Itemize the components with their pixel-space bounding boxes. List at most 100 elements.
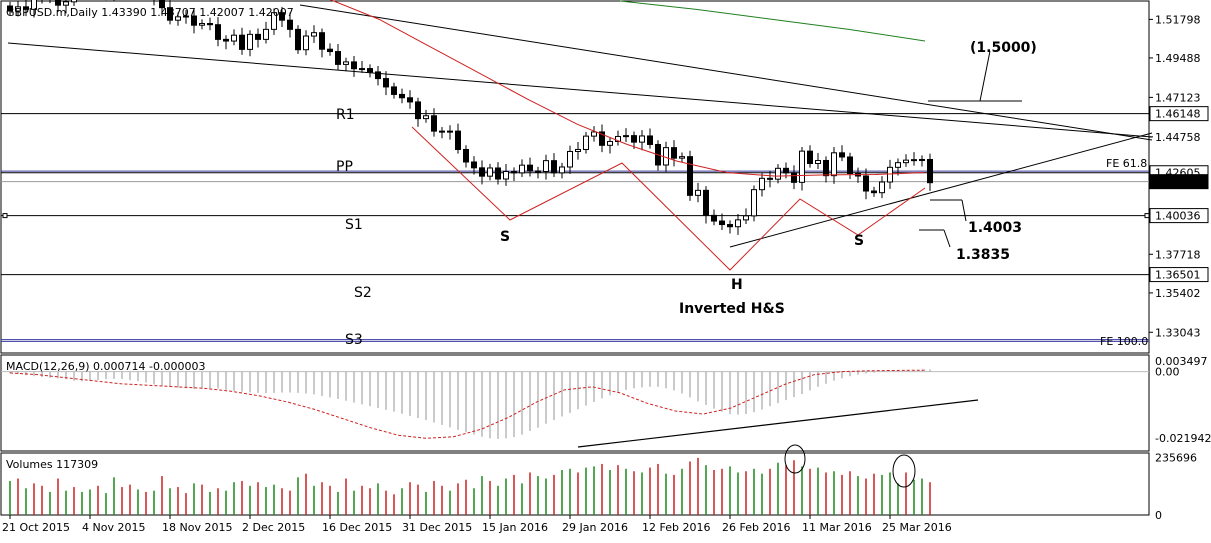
candle-body-97 [783,167,789,174]
price-tick-label-6: 1.33043 [1155,326,1201,339]
time-tick-label-6: 15 Jan 2016 [482,521,548,534]
candle-body-41 [335,51,341,65]
volume-tick-label-0: 235696 [1155,452,1197,465]
panel-frames [0,0,1150,516]
candle-body-8 [71,0,77,3]
candle-body-96 [775,167,781,180]
chart-labels: GBPUSD.m,Daily 1.43390 1.43707 1.42007 1… [6,6,1148,471]
candle-body-99 [799,150,805,183]
candle-body-28 [231,34,237,42]
time-tick-label-9: 26 Feb 2016 [722,521,790,534]
macd-panel [1,369,1149,448]
candle-body-68 [551,160,557,174]
candle-body-54 [439,130,445,133]
candle-body-25 [207,23,213,26]
time-tick-label-8: 12 Feb 2016 [642,521,710,534]
candle-body-33 [271,12,277,30]
candle-body-105 [847,156,853,174]
candle-body-42 [343,61,349,65]
s1-handle-right [1144,213,1150,219]
candle-body-56 [455,130,461,150]
down-trendline-upper [299,4,1153,141]
candle-body-0 [7,5,13,12]
horizontal-levels [1,113,1150,342]
price-tick-label-2: 1.47123 [1155,91,1201,104]
price-highlight-box-3 [1149,208,1209,224]
candle-body-39 [319,32,325,50]
candle-body-93 [751,189,757,217]
candle-body-2 [23,6,29,10]
candle-body-84 [679,156,685,159]
pivot-pp-label: PP [336,159,353,175]
candle-body-104 [839,152,845,158]
price-tick-label-4: 1.37718 [1155,248,1201,261]
fe-61-8-label: FE 61.8 [1106,157,1147,170]
volume-tick-label-1: 0 [1155,509,1162,522]
candle-body-73 [591,131,597,137]
candle-body-55 [447,130,453,133]
time-tick-label-11: 25 Mar 2016 [882,521,952,534]
candle-body-66 [535,170,541,173]
candle-body-79 [639,135,645,143]
candle-body-67 [543,160,549,172]
volume-circle-1 [784,444,806,474]
pivot-s3-label: S3 [345,332,363,348]
macd-label: MACD(12,26,9) 0.000714 -0.000003 [6,360,205,373]
candle-body-82 [663,147,669,166]
price-tick-label-3: 1.44758 [1155,131,1201,144]
moving-average-red [329,0,926,177]
pivot-s1-label: S1 [345,217,363,233]
candle-body-110 [887,166,893,183]
target-marker-5 [943,229,951,248]
candle-body-86 [695,189,701,196]
candle-body-22 [183,15,189,18]
time-tick-label-1: 4 Nov 2015 [82,521,145,534]
candle-body-113 [911,159,917,162]
candle-body-51 [415,101,421,120]
down-trendline-long [7,42,1153,138]
candle-body-70 [567,150,573,168]
chart-header: GBPUSD.m,Daily 1.43390 1.43707 1.42007 1… [6,6,294,19]
head-label: H [731,277,743,293]
candle-body-102 [823,159,829,177]
left-shoulder-label: S [500,229,510,245]
candle-body-30 [247,33,253,50]
candle-body-53 [431,115,437,132]
time-tick-label-3: 2 Dec 2015 [242,521,305,534]
target-2-label: 1.3835 [956,247,1010,263]
candle-body-36 [295,28,301,51]
candle-body-69 [559,166,565,174]
volume-panel-frame [0,452,1150,516]
candle-body-20 [167,7,173,21]
candle-body-100 [807,150,813,164]
candle-body-57 [463,148,469,163]
candle-body-63 [511,170,517,174]
candle-body-34 [279,12,285,21]
candle-body-91 [735,219,741,228]
candle-body-101 [815,159,821,164]
candle-body-38 [311,32,317,37]
candle-body-6 [55,0,61,6]
candle-body-108 [871,190,877,194]
candle-body-72 [583,135,589,150]
time-tick-label-7: 29 Jan 2016 [562,521,628,534]
target-marker-1 [979,50,991,102]
price-highlight-box-2 [1149,174,1209,190]
price-tick-label-1: 1.49488 [1155,52,1201,65]
candle-body-74 [599,131,605,146]
macd-panel-frame [0,354,1150,452]
candle-body-40 [327,48,333,53]
candle-body-46 [375,71,381,80]
macd-signal-line [9,369,926,439]
macd-tick-label-1: 0.00 [1155,366,1180,379]
time-tick-label-0: 21 Oct 2015 [2,521,70,534]
target-marker-3 [961,199,967,222]
pivot-s2-label: S2 [354,285,372,301]
macd-trendline [577,399,979,448]
moving-average-green [619,0,926,42]
candle-body-29 [239,34,245,50]
price-highlight-label-3: 1.40036 [1155,210,1201,223]
candle-body-103 [831,152,837,177]
candle-body-21 [175,16,181,21]
